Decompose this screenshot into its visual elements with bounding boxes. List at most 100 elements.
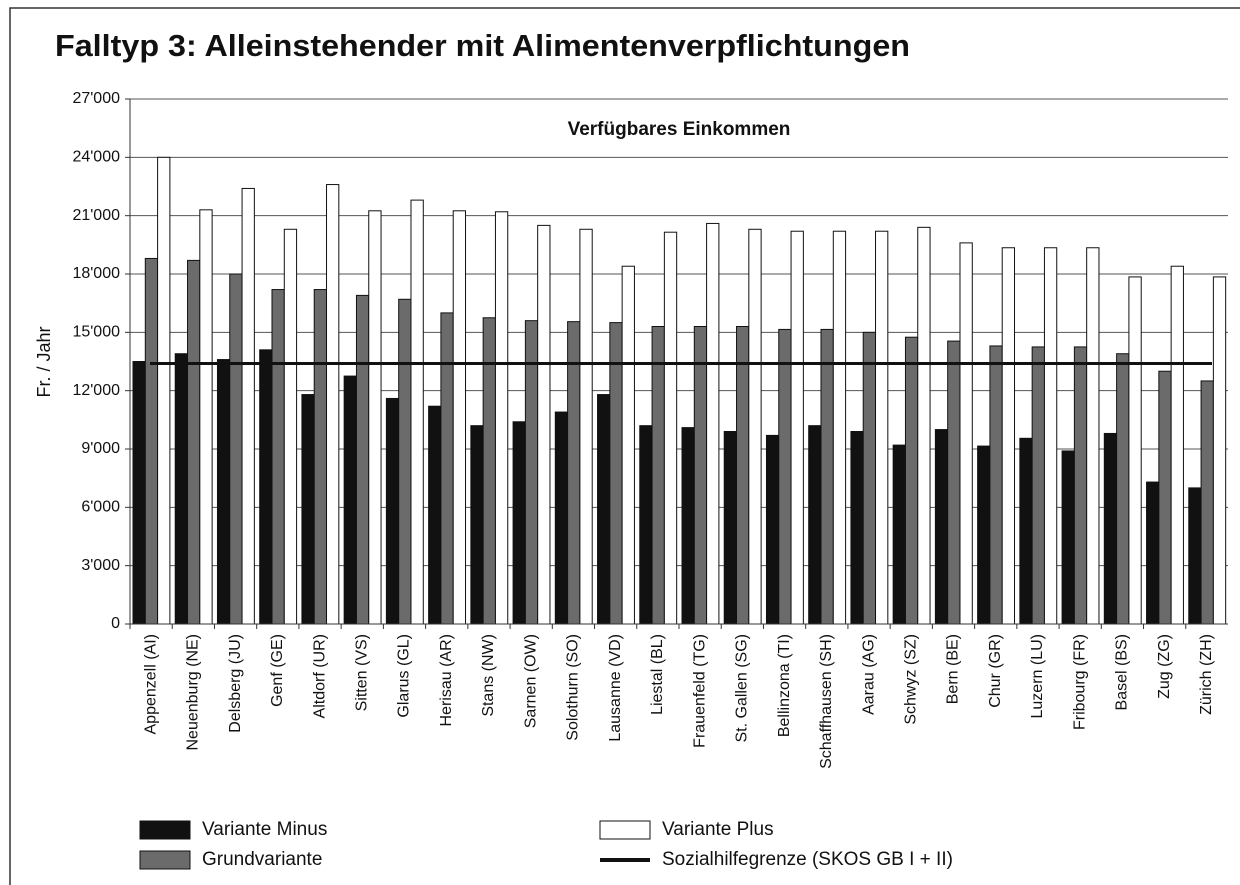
chart-title: Falltyp 3: Alleinstehender mit Alimenten…: [55, 28, 910, 63]
bar: [1116, 353, 1130, 625]
bar: [1061, 450, 1075, 625]
bar: [1188, 487, 1202, 625]
bar: [832, 230, 847, 625]
bar: [778, 328, 792, 625]
bar: [706, 222, 720, 625]
bar: [790, 230, 804, 625]
x-tick-label: Sarnen (OW): [522, 634, 539, 728]
bar: [229, 273, 243, 625]
bar: [355, 294, 370, 625]
bar: [537, 224, 551, 625]
bar: [216, 359, 231, 625]
bar: [187, 259, 201, 625]
bar: [494, 211, 509, 625]
bar: [144, 257, 159, 625]
bar: [609, 322, 623, 625]
bar: [283, 228, 298, 625]
bar: [567, 321, 581, 625]
bar: [681, 427, 695, 625]
bar: [1073, 346, 1088, 625]
bar: [1146, 481, 1160, 625]
frame: [9, 7, 1240, 885]
x-tick-label: Basel (BS): [1114, 634, 1131, 710]
bar: [1086, 247, 1100, 625]
y-tick-label: 27'000: [72, 90, 120, 107]
y-tick-label: 18'000: [72, 265, 120, 282]
legend-swatch: [139, 850, 191, 870]
bar: [1200, 380, 1214, 625]
chart-subtitle: Verfügbares Einkommen: [568, 119, 791, 140]
bar: [1128, 276, 1142, 625]
bar: [271, 289, 285, 625]
bar: [736, 326, 750, 625]
x-tick-label: Delsberg (JU): [227, 634, 244, 733]
x-tick-label: Liestal (BL): [649, 634, 666, 715]
bar: [934, 429, 949, 625]
bar: [1103, 432, 1118, 625]
bar: [820, 328, 834, 625]
bar: [440, 312, 454, 625]
bar: [428, 405, 442, 625]
y-tick-label: 12'000: [72, 382, 120, 399]
y-tick-label: 6'000: [81, 499, 120, 516]
bar: [554, 411, 569, 625]
bar: [850, 431, 864, 625]
legend-label: Variante Plus: [662, 819, 774, 840]
bar: [1212, 276, 1227, 625]
bar: [663, 231, 678, 625]
bar: [748, 228, 762, 625]
y-tick-label: 3'000: [81, 557, 120, 574]
legend-label: Variante Minus: [202, 819, 327, 840]
x-tick-label: Lausanne (VD): [607, 634, 624, 742]
bar: [693, 326, 708, 625]
y-tick-label: 24'000: [72, 149, 120, 166]
bar: [512, 421, 526, 625]
bar: [875, 230, 889, 625]
x-tick-label: Bern (BE): [945, 634, 962, 704]
legend-swatch: [139, 820, 191, 840]
y-tick-label: 0: [111, 615, 120, 632]
bar: [368, 210, 382, 625]
y-tick-label: 9'000: [81, 440, 120, 457]
bar: [313, 289, 328, 625]
x-tick-label: Genf (GE): [269, 634, 286, 707]
bar: [892, 444, 906, 625]
x-tick-label: Herisau (AR): [438, 634, 455, 726]
x-tick-label: Sitten (VS): [353, 634, 370, 711]
x-tick-label: St. Gallen (SG): [734, 634, 751, 742]
bar: [157, 156, 171, 625]
bar: [862, 331, 877, 625]
bar: [1031, 346, 1045, 625]
x-tick-label: Schaffhausen (SH): [818, 634, 835, 769]
bar: [977, 445, 991, 625]
bar: [1019, 437, 1033, 625]
bar: [410, 199, 424, 625]
bar: [904, 336, 919, 625]
x-tick-label: Bellinzona (TI): [776, 634, 793, 737]
bar: [808, 425, 822, 625]
x-tick-label: Aarau (AG): [860, 634, 877, 715]
legend-label: Sozialhilfegrenze (SKOS GB I + II): [662, 849, 953, 870]
bar: [199, 209, 213, 625]
x-tick-label: Zürich (ZH): [1198, 634, 1215, 715]
x-tick-label: Chur (GR): [987, 634, 1004, 708]
bar: [579, 228, 593, 625]
bar: [1158, 370, 1172, 625]
y-axis-label: Fr. / Jahr: [34, 326, 54, 397]
bar: [452, 210, 467, 625]
x-tick-label: Frauenfeld (TG): [691, 634, 708, 748]
bar: [385, 397, 400, 625]
bar: [343, 375, 357, 625]
x-tick-label: Zug (ZG): [1156, 634, 1173, 699]
x-tick-label: Schwyz (SZ): [902, 634, 919, 725]
bar: [259, 349, 273, 625]
bar: [1043, 247, 1058, 625]
bar: [1001, 247, 1016, 625]
x-tick-label: Glarus (GL): [396, 634, 413, 718]
bar: [621, 265, 635, 625]
x-tick-label: Altdorf (UR): [311, 634, 328, 718]
bar: [959, 242, 973, 625]
bar: [639, 425, 653, 625]
bar: [241, 187, 255, 625]
